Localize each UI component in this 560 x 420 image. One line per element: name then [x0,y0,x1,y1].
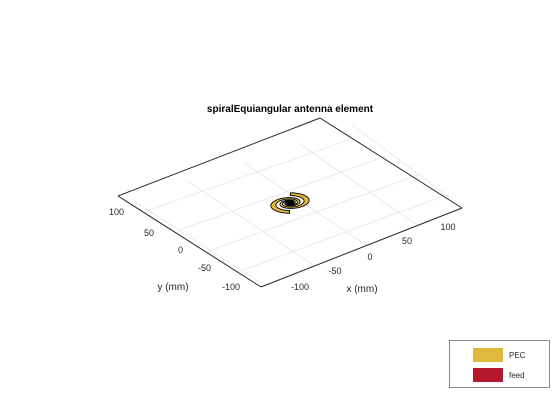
legend-label: PEC [509,350,526,360]
spiral-arm-1 [279,192,310,209]
y-axis-label: y (mm) [157,282,188,293]
y-tick-label: -100 [222,282,240,292]
x-tick-label: -100 [291,282,309,292]
grid-lines [133,124,454,284]
pec-swatch [473,348,503,362]
y-tick-label: -50 [198,263,211,273]
legend-item-feed: feed [473,367,525,383]
x-axis-ticks: -100 -50 0 50 100 [291,222,456,292]
x-tick-label: 50 [402,236,412,246]
y-axis-ticks: 100 50 0 -50 -100 [109,207,240,292]
x-tick-label: 0 [367,252,372,262]
legend-label: feed [509,370,525,380]
spiral-arm-2 [270,197,301,214]
figure-title: spiralEquiangular antenna element [207,104,374,115]
spiral-antenna [270,192,310,214]
y-tick-label: 100 [109,207,124,217]
y-tick-label: 0 [178,245,183,255]
feed-swatch [473,368,503,382]
x-tick-label: -50 [328,266,341,276]
legend: PEC feed [449,340,550,388]
legend-item-pec: PEC [473,347,525,363]
y-tick-label: 50 [144,228,154,238]
floor-outline [117,117,463,288]
x-tick-label: 100 [440,222,455,232]
x-axis-label: x (mm) [346,284,377,295]
